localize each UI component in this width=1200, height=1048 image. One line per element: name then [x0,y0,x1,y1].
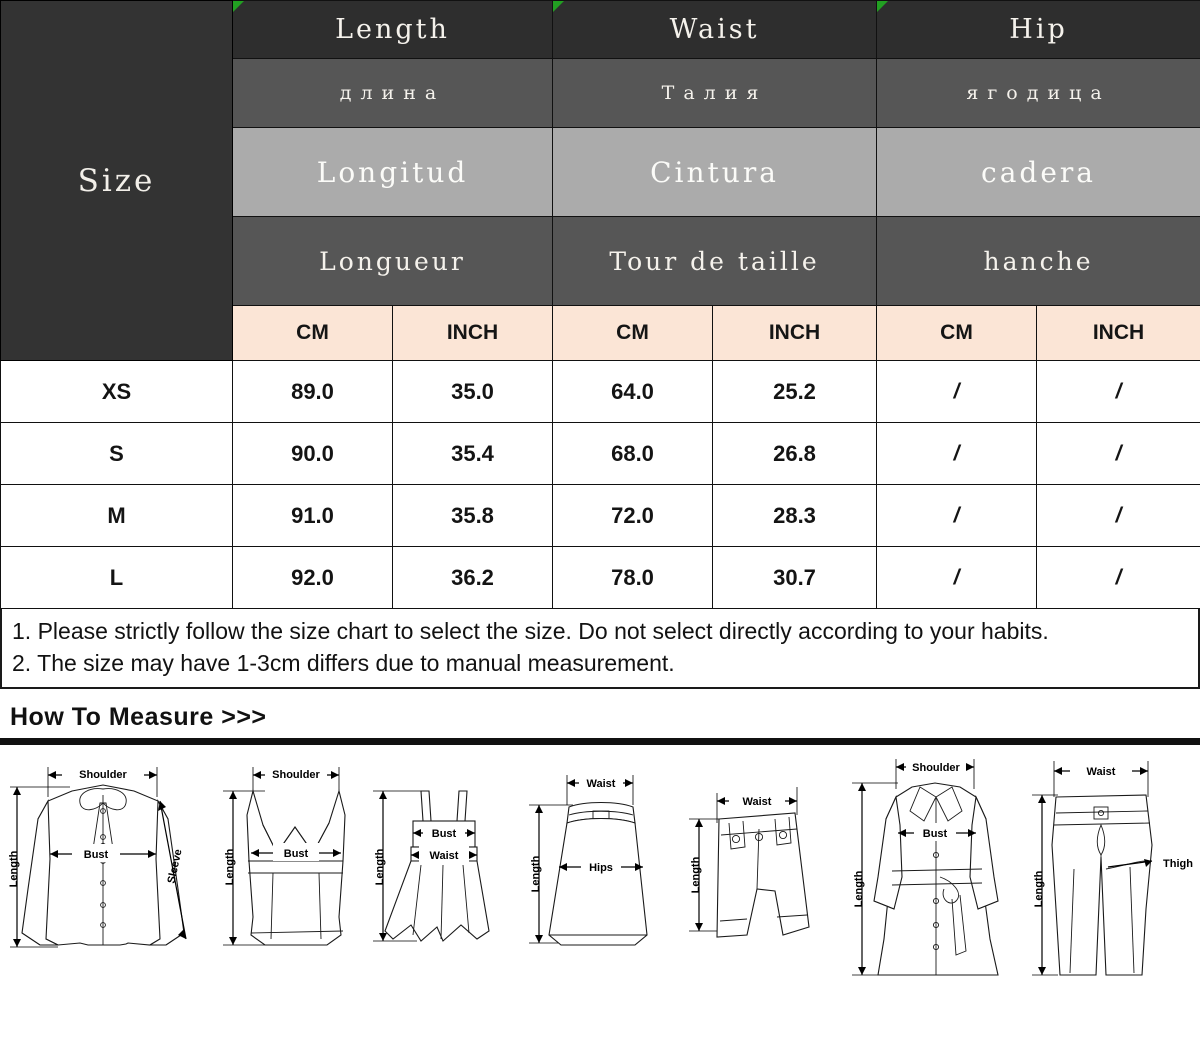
cell-hip-cm: / [876,546,1038,609]
label-length: Length [8,850,20,887]
label-length: Length [853,870,865,907]
illustration-skirt: Waist Length Hips [529,773,648,946]
cell-waist-inch: 25.2 [712,360,878,423]
size-chart-table: Size Length Waist Hip длина Талия ягодиц… [0,0,1200,609]
label-hips: Hips [589,862,613,874]
cell-length-inch: 35.4 [391,422,554,485]
cell-waist-cm: 72.0 [552,484,714,547]
illustration-shorts: Waist Length [689,787,810,938]
table-row: M 91.0 35.8 72.0 28.3 / / [0,484,1200,547]
group-header-waist-en: Waist [552,0,878,59]
illustration-blouse: Shoulder Length [8,764,187,948]
cell-length-inch: 35.0 [391,360,554,423]
label-bust: Bust [84,849,109,861]
row-size-label: XS [0,360,233,423]
row-size-label: M [0,484,233,547]
cell-length-inch: 36.2 [391,546,554,609]
cell-waist-cm: 68.0 [552,422,714,485]
label-waist: Waist [1087,766,1116,778]
table-row: XS 89.0 35.0 64.0 25.2 / / [0,360,1200,423]
group-header-length-es: Longitud [231,127,554,217]
green-corner-flag-icon [233,1,244,12]
illustration-trousers: Waist Length Thigh [1032,761,1193,976]
label-bust: Bust [432,828,457,840]
cell-waist-inch: 30.7 [712,546,878,609]
row-size-label: L [0,546,233,609]
unit-header-length-inch: INCH [391,305,554,361]
header-row-english: Size Length Waist Hip [0,0,1200,361]
unit-header-hip-cm: CM [876,305,1038,361]
illustration-camisole-top: Shoulder Length Bust [223,764,346,946]
note-line-1: 1. Please strictly follow the size chart… [12,618,1049,644]
label-shoulder: Shoulder [79,769,127,781]
group-header-length-ru: длина [231,58,554,128]
group-header-length-fr: Longueur [231,216,554,306]
cell-length-cm: 92.0 [232,546,393,609]
illustration-strap-dress: Length Bust Waist [373,790,490,942]
size-header-cell: Size [0,0,233,361]
cell-hip-cm: / [876,484,1038,547]
how-to-measure-title: How To Measure >>> [10,703,267,731]
size-chart-notes: 1. Please strictly follow the size chart… [0,609,1200,689]
label-length: Length [690,856,702,893]
cell-hip-cm: / [876,360,1038,423]
cell-hip-inch: / [1036,546,1200,609]
label-length: Length [374,848,386,885]
group-header-length-en: Length [231,0,554,59]
label-shoulder: Shoulder [272,769,320,781]
unit-header-hip-inch: INCH [1036,305,1200,361]
header-row-spanish: Longitud Cintura cadera [1,127,1200,217]
cell-waist-inch: 26.8 [712,422,878,485]
unit-header-waist-cm: CM [552,305,714,361]
group-header-waist-es: Cintura [552,127,878,217]
section-divider [0,738,1200,745]
group-header-hip-en: Hip [876,0,1200,59]
how-to-measure-section: How To Measure >>> Shoulder Length [0,689,1200,999]
cell-length-cm: 91.0 [232,484,393,547]
table-row: S 90.0 35.4 68.0 26.8 / / [0,422,1200,485]
cell-hip-inch: / [1036,360,1200,423]
cell-waist-inch: 28.3 [712,484,878,547]
label-bust: Bust [284,848,309,860]
group-header-waist-ru: Талия [552,58,878,128]
row-size-label: S [0,422,233,485]
illustration-long-coat: Shoulder Length [852,757,999,976]
group-header-hip-ru: ягодица [876,58,1200,128]
cell-hip-cm: / [876,422,1038,485]
group-label-waist-en: Waist [669,14,760,45]
cell-length-inch: 35.8 [391,484,554,547]
group-label-length-en: Length [335,14,450,45]
label-shoulder: Shoulder [912,762,960,774]
header-row-french: Longueur Tour de taille hanche [1,216,1200,306]
group-header-hip-es: cadera [876,127,1200,217]
note-line-2: 2. The size may have 1-3cm differs due t… [12,650,675,676]
group-header-waist-fr: Tour de taille [552,216,878,306]
cell-length-cm: 89.0 [232,360,393,423]
unit-header-length-cm: CM [232,305,393,361]
label-length: Length [1033,870,1045,907]
label-waist: Waist [743,796,772,808]
cell-hip-inch: / [1036,484,1200,547]
header-row-russian: длина Талия ягодица [1,58,1200,128]
cell-waist-cm: 78.0 [552,546,714,609]
label-length: Length [530,855,542,892]
label-waist: Waist [430,850,459,862]
table-row: L 92.0 36.2 78.0 30.7 / / [0,546,1200,609]
unit-header-waist-inch: INCH [712,305,878,361]
label-waist: Waist [587,778,616,790]
label-thigh: Thigh [1163,858,1193,870]
green-corner-flag-icon [877,1,889,12]
cell-hip-inch: / [1036,422,1200,485]
cell-length-cm: 90.0 [232,422,393,485]
group-label-hip-en: Hip [1009,14,1068,45]
cell-waist-cm: 64.0 [552,360,714,423]
green-corner-flag-icon [553,1,565,12]
label-length: Length [224,848,236,885]
label-bust: Bust [923,828,948,840]
group-header-hip-fr: hanche [876,216,1200,306]
size-header-label: Size [77,162,156,199]
measurement-illustrations: Shoulder Length [0,745,1200,999]
